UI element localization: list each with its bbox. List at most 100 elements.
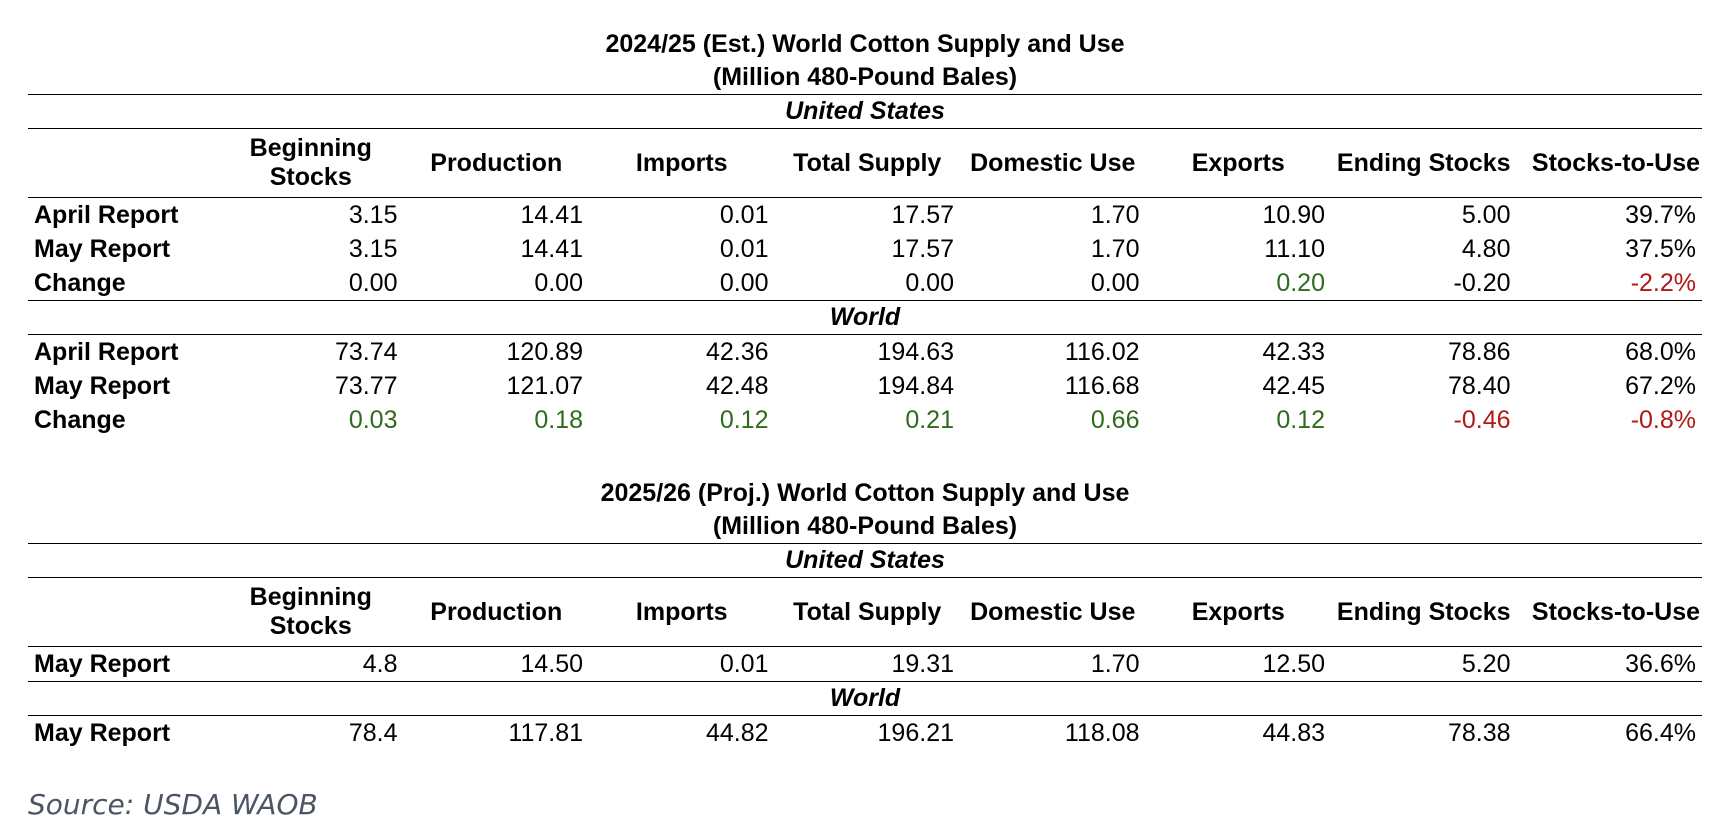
cell-value: 121.07	[506, 372, 583, 400]
column-header: Production	[403, 577, 589, 647]
cell-value: 78.38	[1447, 719, 1511, 747]
cell-value: 0.00	[1090, 269, 1140, 297]
report-container: 2024/25 (Est.) World Cotton Supply and U…	[28, 28, 1703, 751]
section-header: United States	[28, 94, 1703, 129]
cell-value: 5.00	[1461, 201, 1511, 229]
cell-value: 42.36	[705, 338, 769, 366]
row-label: May Report	[34, 719, 171, 747]
cell-value: 67.2%	[1625, 372, 1697, 400]
column-header: Imports	[589, 577, 775, 647]
row-label: May Report	[34, 650, 171, 678]
table-row: Change 0.03 0.18 0.12 0.21 0.66 0.12 -0.46 -0.8%	[28, 403, 1702, 437]
cell-value: 19.31	[891, 650, 954, 678]
cell-value: 78.86	[1447, 338, 1511, 366]
cell-value: 4.8	[362, 650, 398, 678]
column-header: Ending Stocks	[1331, 577, 1517, 647]
blank-header	[28, 577, 218, 647]
cell-value: 78.4	[348, 719, 398, 747]
column-header-row: Beginning Stocks Production Imports Total S…	[28, 577, 1703, 647]
cell-value: 0.03	[348, 406, 398, 434]
cell-value: 1.70	[1090, 201, 1140, 229]
section-name: United States	[28, 543, 1703, 578]
section-header: World	[28, 300, 1703, 335]
cell-value: 66.4%	[1625, 719, 1697, 747]
column-header: Total Supply	[774, 577, 960, 647]
cell-value: 0.20	[1276, 269, 1325, 297]
cell-value: 17.57	[891, 235, 954, 263]
cell-value: -2.2%	[1630, 269, 1697, 297]
row-label: May Report	[34, 372, 171, 400]
cell-value: 36.6%	[1625, 650, 1697, 678]
cell-value: 14.41	[520, 201, 583, 229]
cell-value: 194.63	[877, 338, 954, 366]
cell-value: 3.15	[348, 201, 398, 229]
column-header: Ending Stocks	[1331, 128, 1517, 198]
cell-value: 0.01	[719, 235, 769, 263]
cell-value: 73.74	[334, 338, 398, 366]
section-name: United States	[28, 94, 1703, 129]
cell-value: 0.00	[348, 269, 398, 297]
row-label: April Report	[34, 201, 179, 229]
column-header: Production	[403, 128, 589, 198]
section-name: World	[28, 681, 1703, 716]
cell-value: 42.48	[705, 372, 769, 400]
cell-value: 0.01	[719, 650, 769, 678]
cell-value: 78.40	[1447, 372, 1511, 400]
cell-value: 0.00	[905, 269, 954, 297]
cell-value: 12.50	[1262, 650, 1325, 678]
cell-value: 0.00	[534, 269, 583, 297]
cell-value: 39.7%	[1625, 201, 1697, 229]
section-header: World	[28, 681, 1703, 716]
cell-value: 0.00	[719, 269, 769, 297]
cell-value: 0.12	[1276, 406, 1325, 434]
column-header: Exports	[1145, 577, 1331, 647]
row-label: April Report	[34, 338, 179, 366]
supply-use-table: United States Beginning Stocks Production I…	[28, 543, 1703, 751]
cell-value: 5.20	[1461, 650, 1511, 678]
section-header: United States	[28, 543, 1703, 578]
cell-value: 44.83	[1262, 719, 1325, 747]
column-header: Stocks-to-Use	[1516, 128, 1703, 198]
cell-value: 116.68	[1064, 372, 1140, 400]
tables-root: 2024/25 (Est.) World Cotton Supply and U…	[28, 28, 1703, 751]
cell-value: 196.21	[877, 719, 954, 747]
column-header: Exports	[1145, 128, 1331, 198]
cell-value: -0.20	[1453, 269, 1511, 297]
cell-value: 42.33	[1262, 338, 1325, 366]
cell-value: 116.02	[1064, 338, 1140, 366]
cell-value: 120.89	[506, 338, 583, 366]
cell-value: 3.15	[348, 235, 398, 263]
cell-value: 44.82	[705, 719, 769, 747]
source-note: Source: USDA WAOB	[28, 788, 318, 821]
column-header-row: Beginning Stocks Production Imports Total S…	[28, 128, 1703, 198]
cell-value: 4.80	[1461, 235, 1511, 263]
cell-value: 11.10	[1264, 235, 1325, 263]
cell-value: 117.81	[508, 719, 583, 747]
cell-value: 1.70	[1090, 235, 1140, 263]
column-header: Total Supply	[774, 128, 960, 198]
cell-value: 1.70	[1090, 650, 1140, 678]
cell-value: 14.50	[520, 650, 583, 678]
table-row: May Report 3.15 14.41 0.01 17.57 1.70 11.10 4.8…	[28, 232, 1702, 266]
column-header: Domestic Use	[960, 128, 1146, 198]
section-name: World	[28, 300, 1703, 335]
cell-value: 0.21	[905, 406, 954, 434]
cell-value: 42.45	[1262, 372, 1325, 400]
row-label: Change	[34, 406, 126, 434]
cell-value: -0.8%	[1630, 406, 1697, 434]
table-row: May Report 73.77 121.07 42.48 194.84 116.68 42…	[28, 369, 1702, 403]
cell-value: 37.5%	[1625, 235, 1697, 263]
cell-value: 73.77	[334, 372, 398, 400]
cell-value: 0.12	[719, 406, 769, 434]
table-title: 2025/26 (Proj.) World Cotton Supply and …	[600, 479, 1130, 507]
cell-value: 0.01	[719, 201, 769, 229]
cell-value: 10.90	[1262, 201, 1325, 229]
cell-value: 68.0%	[1625, 338, 1697, 366]
table-row: Change 0.00 0.00 0.00 0.00 0.00 0.20 -0.20 -2.2%	[28, 266, 1702, 301]
column-header: Stocks-to-Use	[1516, 577, 1703, 647]
cell-value: -0.46	[1453, 406, 1511, 434]
table-gap	[28, 437, 1702, 477]
table-row: April Report 73.74 120.89 42.36 194.63 116.02…	[28, 335, 1702, 370]
cell-value: 0.66	[1090, 406, 1140, 434]
table-row: May Report 78.4 117.81 44.82 196.21 118.08 44.…	[28, 716, 1702, 751]
